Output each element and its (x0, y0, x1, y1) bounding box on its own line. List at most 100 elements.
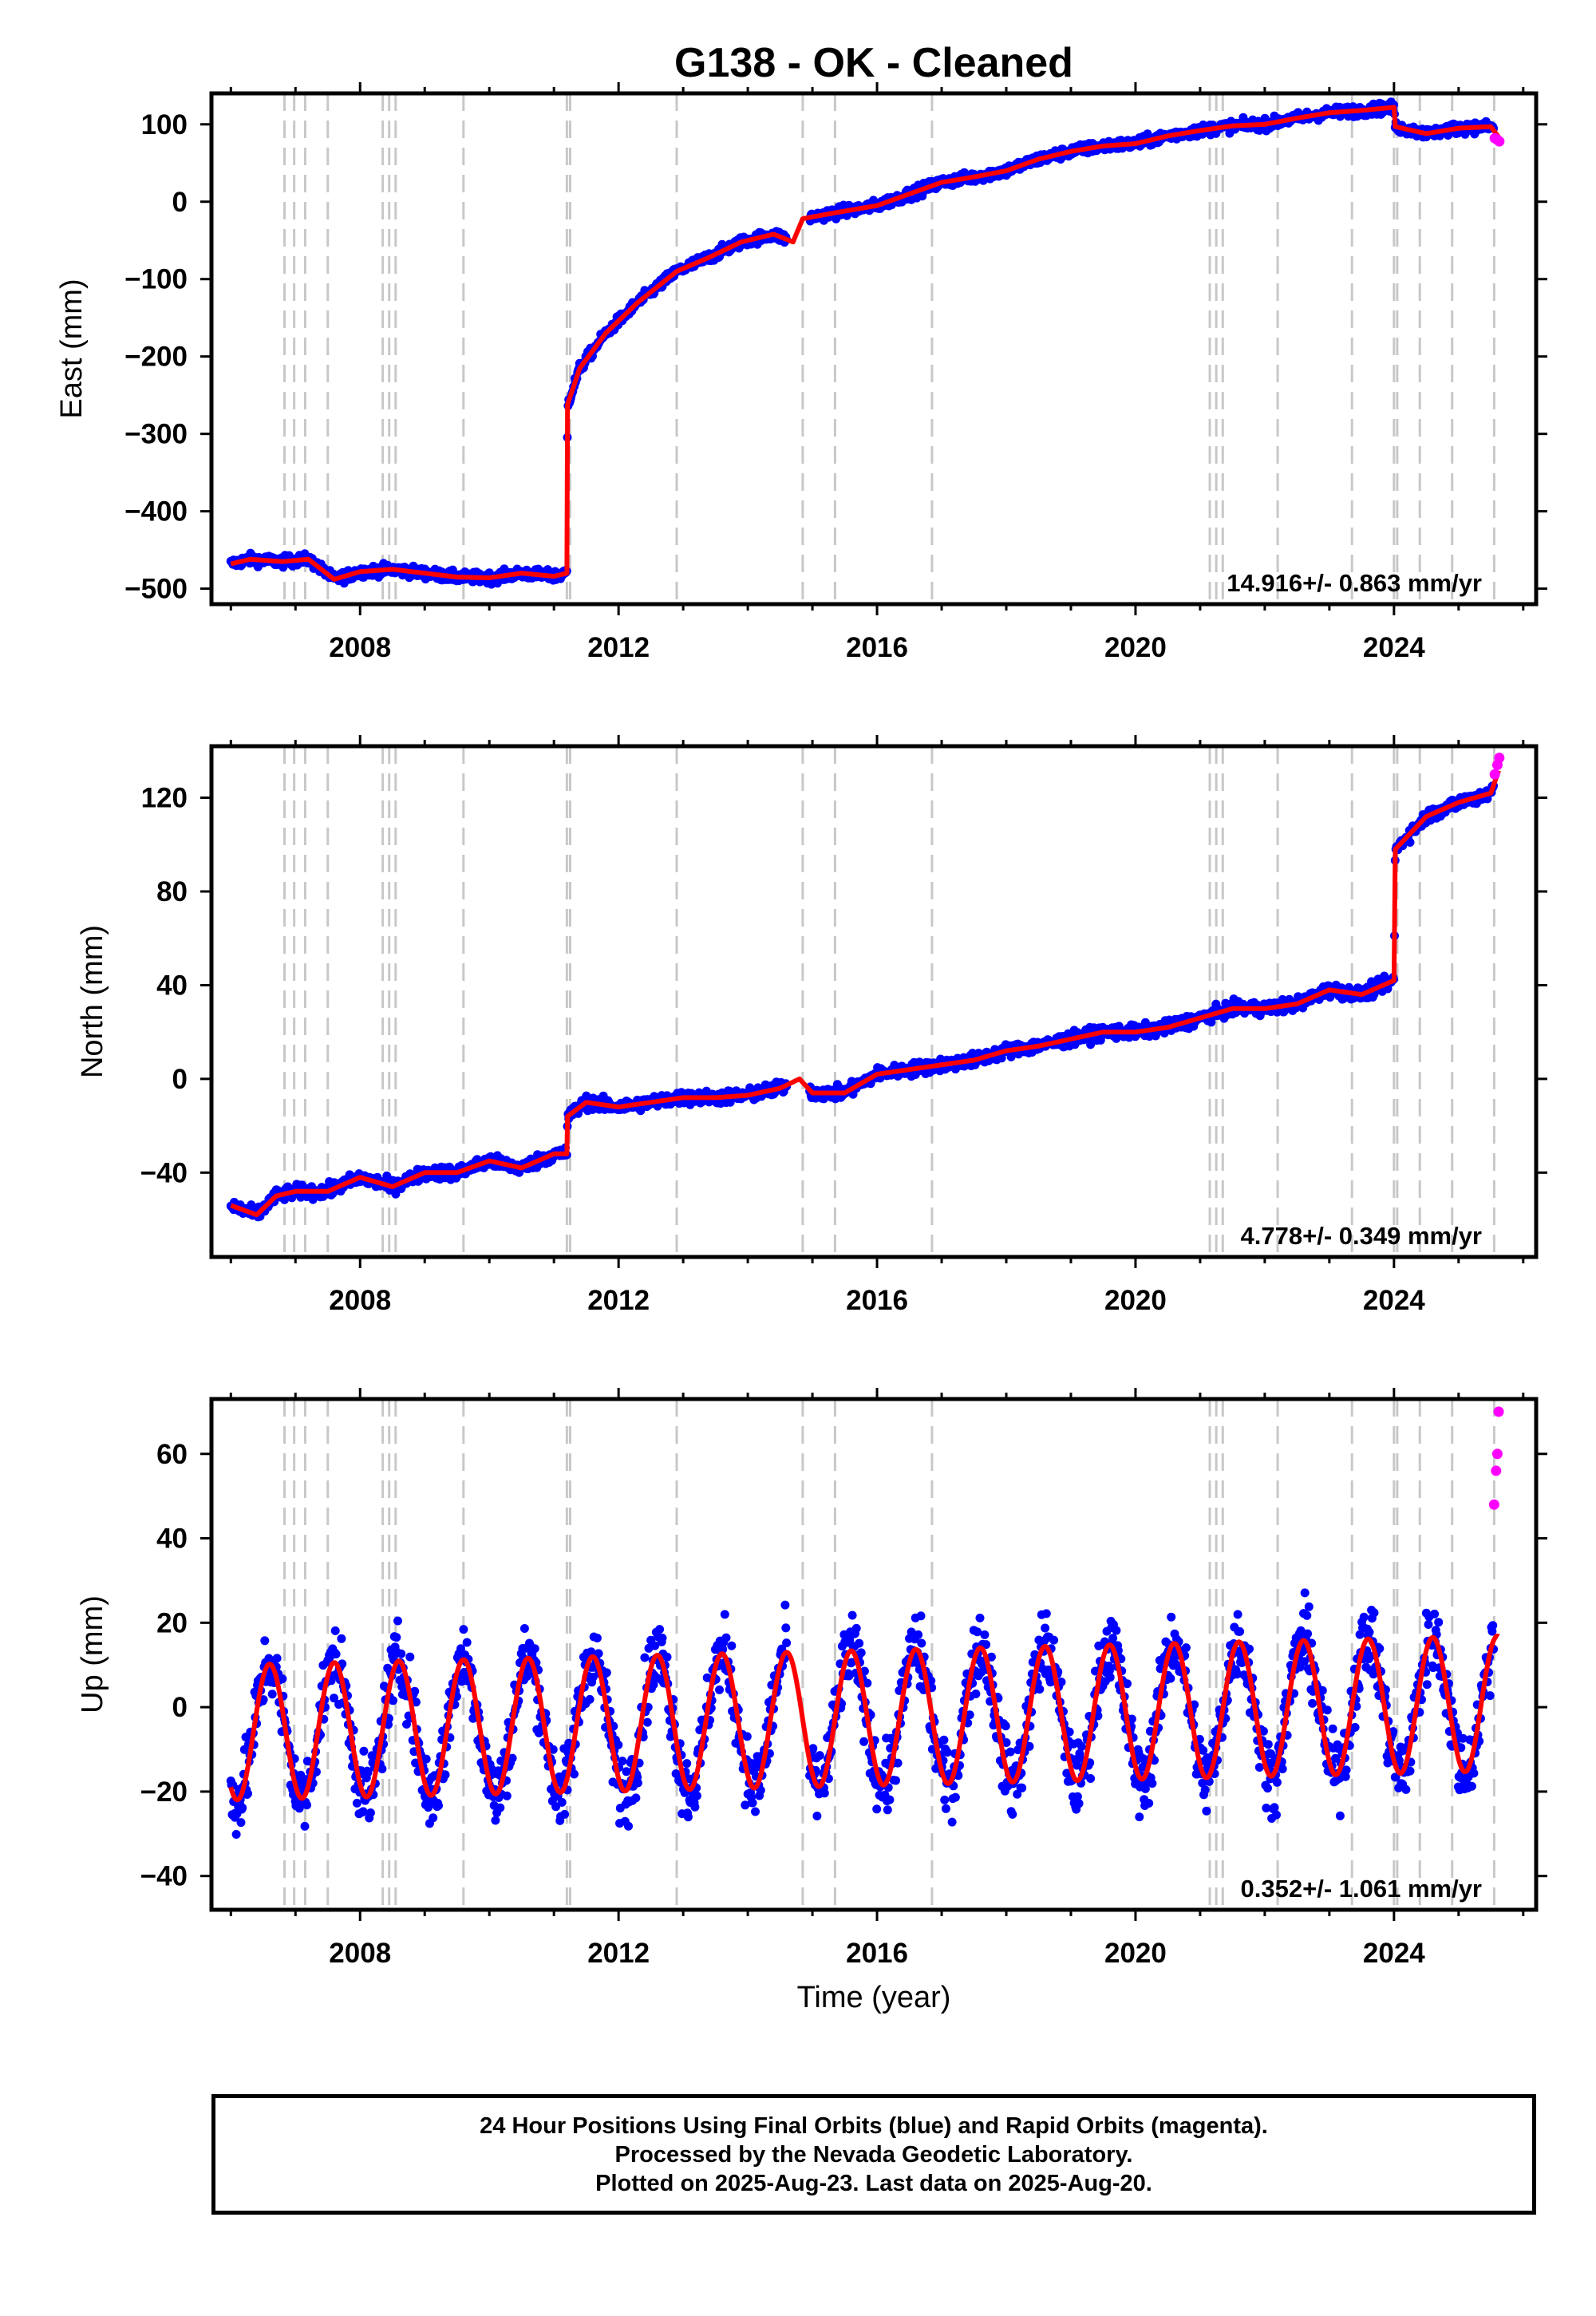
data-point (872, 1804, 882, 1814)
data-point (614, 1740, 623, 1749)
y-tick-label: 0 (172, 1064, 188, 1095)
data-point (820, 1788, 829, 1798)
data-point (391, 1189, 401, 1199)
data-point (682, 1759, 692, 1769)
data-point (1001, 1721, 1010, 1731)
data-point (624, 1821, 633, 1831)
y-tick-label: −500 (124, 574, 188, 605)
data-point (914, 1630, 923, 1639)
data-point (692, 1791, 701, 1800)
data-point (727, 1641, 737, 1650)
data-point (658, 1634, 667, 1642)
data-point (602, 1668, 611, 1678)
data-point (365, 1808, 375, 1817)
data-point (883, 1805, 892, 1815)
y-tick-label: 0 (172, 187, 188, 218)
x-tick-label: 2008 (329, 1285, 391, 1316)
final-orbit-points (226, 1588, 1499, 1839)
data-point (267, 1690, 277, 1699)
data-point (337, 1634, 346, 1643)
data-point (847, 1611, 857, 1620)
data-point (560, 1809, 570, 1819)
data-point (815, 1751, 824, 1761)
data-point (358, 1807, 368, 1816)
data-point (618, 1757, 627, 1766)
rapid-point (1494, 753, 1505, 764)
data-point (971, 1690, 981, 1698)
x-tick-label: 2024 (1363, 632, 1425, 663)
data-point (683, 1812, 693, 1822)
data-point (851, 1623, 861, 1633)
data-point (592, 1634, 602, 1642)
data-point (781, 1623, 791, 1633)
y-tick-label: −400 (124, 496, 188, 528)
data-point (557, 1797, 567, 1807)
data-point (640, 1653, 650, 1662)
data-point (502, 1791, 512, 1800)
data-point (941, 1804, 950, 1813)
x-tick-label: 2008 (329, 632, 391, 663)
data-point (642, 1717, 652, 1727)
data-point (720, 1610, 729, 1619)
data-point (434, 1801, 443, 1810)
data-point (751, 1807, 760, 1816)
data-point (236, 1818, 246, 1828)
data-point (633, 1778, 642, 1788)
data-point (748, 1798, 757, 1808)
data-point (405, 1652, 415, 1662)
data-point (975, 1613, 985, 1622)
data-point (940, 1795, 950, 1804)
data-point (421, 1754, 431, 1764)
plot-area (226, 93, 1505, 604)
data-point (662, 1652, 672, 1662)
data-point (950, 1792, 960, 1802)
data-point (947, 1817, 957, 1827)
y-tick-label: 100 (141, 109, 188, 140)
x-tick-label: 2012 (587, 1285, 650, 1316)
data-point (585, 1694, 595, 1704)
data-point (300, 1821, 310, 1831)
data-point (393, 1616, 402, 1626)
plot-area (226, 1399, 1504, 1910)
data-point (491, 1816, 500, 1825)
data-point (939, 1735, 949, 1745)
data-point (856, 1648, 866, 1658)
data-point (855, 1638, 864, 1648)
model-line (229, 105, 1501, 582)
data-point (392, 1633, 401, 1642)
data-point (302, 1800, 311, 1810)
x-tick-label: 2016 (846, 1285, 908, 1316)
x-tick-label: 2020 (1104, 1285, 1167, 1316)
data-point (496, 1803, 505, 1812)
y-tick-label: −40 (140, 1157, 188, 1188)
data-point (655, 1625, 665, 1634)
data-point (272, 1654, 282, 1663)
data-point (780, 1600, 790, 1610)
data-point (462, 1638, 472, 1647)
data-point (742, 1732, 752, 1741)
x-tick-label: 2016 (846, 632, 908, 663)
data-point (891, 1776, 900, 1785)
rapid-point (1494, 136, 1505, 147)
data-point (519, 1624, 529, 1633)
data-point (429, 1813, 438, 1823)
data-point (631, 1793, 641, 1803)
data-point (459, 1625, 468, 1634)
x-tick-label: 2024 (1363, 1285, 1425, 1316)
data-point (690, 1802, 700, 1812)
y-tick-label: −200 (124, 342, 188, 373)
data-point (260, 1636, 270, 1646)
rapid-orbit-points (1489, 753, 1505, 780)
data-point (885, 1795, 895, 1804)
y-axis-label: East (mm) (55, 279, 89, 418)
data-point (231, 1830, 241, 1839)
y-tick-label: 40 (156, 970, 188, 1001)
data-point (916, 1611, 926, 1621)
data-point (331, 1650, 341, 1659)
plot-frame (209, 91, 1539, 607)
data-point (812, 1812, 822, 1820)
